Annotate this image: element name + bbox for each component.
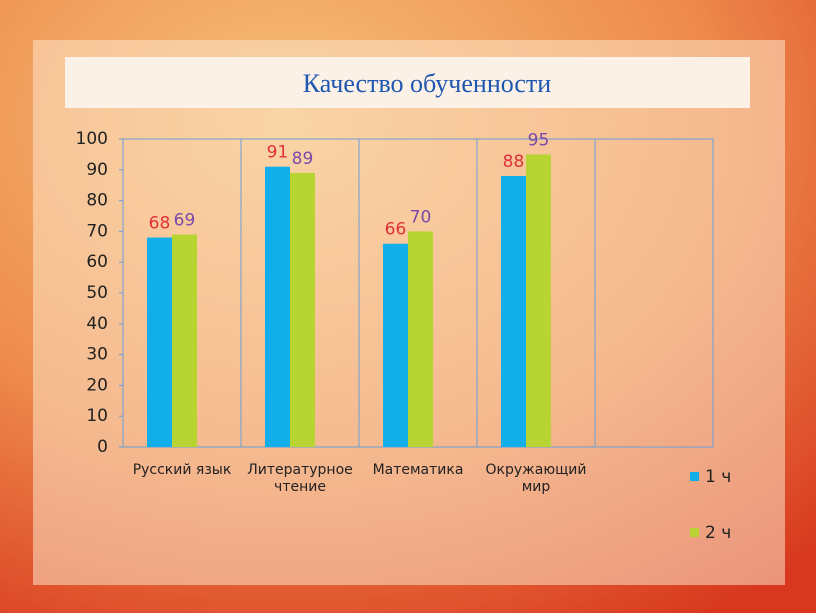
legend-swatch bbox=[690, 472, 699, 481]
data-label: 91 bbox=[267, 143, 289, 163]
y-tick-label: 20 bbox=[86, 375, 108, 395]
data-label: 68 bbox=[149, 214, 171, 234]
bar bbox=[408, 231, 433, 447]
data-label: 69 bbox=[174, 210, 196, 230]
y-tick-label: 70 bbox=[86, 221, 108, 241]
data-label: 88 bbox=[503, 152, 525, 172]
data-label: 95 bbox=[528, 130, 550, 150]
legend-label: 1 ч bbox=[705, 467, 731, 487]
y-tick-label: 90 bbox=[86, 160, 108, 180]
x-tick-label: Окружающий мир bbox=[485, 462, 586, 495]
legend-label: 2 ч bbox=[705, 523, 731, 543]
chart-title: Качество обученности bbox=[303, 69, 551, 98]
title-box bbox=[65, 57, 750, 108]
y-tick-label: 100 bbox=[76, 129, 108, 149]
bar bbox=[383, 243, 408, 447]
bar bbox=[290, 172, 315, 447]
data-label: 66 bbox=[385, 220, 407, 240]
bar bbox=[501, 175, 526, 447]
x-tick-label: Литературное чтение bbox=[247, 462, 353, 495]
x-tick-label: Русский язык bbox=[133, 462, 232, 478]
y-tick-label: 30 bbox=[86, 345, 108, 365]
y-tick-label: 0 bbox=[97, 437, 108, 457]
data-label: 89 bbox=[292, 149, 314, 169]
bar bbox=[526, 154, 551, 447]
y-tick-label: 80 bbox=[86, 191, 108, 211]
y-tick-label: 10 bbox=[86, 406, 108, 426]
y-tick-label: 40 bbox=[86, 314, 108, 334]
bar bbox=[147, 237, 172, 447]
bar bbox=[265, 166, 290, 447]
x-tick-label: Математика bbox=[373, 462, 464, 478]
y-tick-label: 50 bbox=[86, 283, 108, 303]
bar bbox=[172, 234, 197, 447]
data-label: 70 bbox=[410, 207, 432, 227]
y-tick-label: 60 bbox=[86, 252, 108, 272]
legend-swatch bbox=[690, 528, 699, 537]
